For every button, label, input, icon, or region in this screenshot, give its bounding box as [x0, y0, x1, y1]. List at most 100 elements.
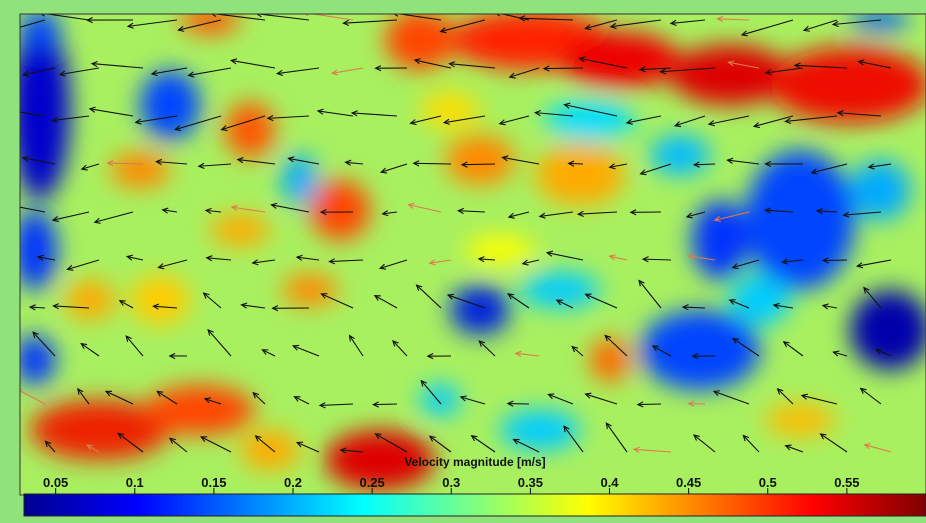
velocity-arrow [578, 56, 628, 69]
velocity-arrow [692, 161, 716, 168]
velocity-arrow [542, 65, 584, 72]
velocity-arrow [168, 437, 188, 453]
colorbar-tick-label: 0.4 [600, 475, 619, 490]
velocity-arrow [716, 15, 750, 23]
heatmap-region [590, 338, 630, 382]
velocity-arrow [752, 115, 794, 129]
velocity-arrow [254, 435, 276, 453]
heatmap-region [500, 410, 580, 450]
velocity-arrow [318, 402, 354, 409]
velocity-arrow [563, 102, 618, 117]
velocity-arrow [161, 207, 178, 214]
heatmap-region [545, 100, 635, 140]
velocity-arrow [240, 302, 266, 309]
velocity-arrow [608, 254, 628, 261]
velocity-arrow [207, 328, 232, 357]
velocity-arrow [93, 211, 134, 224]
heatmap-region [445, 135, 515, 185]
heatmap-region [770, 47, 926, 123]
colorbar-gradient [23, 493, 926, 517]
velocity-arrow [155, 158, 188, 166]
velocity-arrow [86, 444, 100, 453]
velocity-arrow [571, 345, 584, 357]
velocity-arrow [836, 110, 882, 117]
heatmap-region [140, 70, 200, 140]
velocity-arrow [20, 206, 46, 213]
colorbar-tick-label: 0.55 [834, 475, 859, 490]
colorbar-tick-label: 0.5 [759, 475, 777, 490]
velocity-arrow [692, 434, 716, 453]
colorbar-tick-label: 0.45 [676, 475, 701, 490]
velocity-arrow [20, 19, 46, 28]
velocity-arrow [118, 300, 134, 309]
velocity-arrow [470, 435, 496, 453]
heatmap-region [282, 154, 318, 206]
velocity-arrow [126, 19, 178, 29]
velocity-arrow [713, 211, 750, 223]
velocity-arrow [415, 284, 442, 309]
heatmap-region [30, 400, 170, 460]
velocity-arrow [413, 58, 452, 69]
velocity-arrow [669, 19, 706, 26]
velocity-arrow [156, 390, 178, 405]
velocity-arrow [638, 279, 662, 309]
velocity-arrow [275, 67, 320, 76]
heatmap-region [650, 135, 710, 175]
velocity-arrow [632, 446, 672, 453]
heatmap-region [670, 45, 790, 105]
velocity-arrow [459, 395, 486, 405]
colorbar-tick-label: 0.2 [284, 475, 302, 490]
colorbar-tick-label: 0.3 [442, 475, 460, 490]
velocity-arrow [547, 393, 574, 405]
heatmap-region [850, 14, 910, 30]
velocity-arrow [90, 60, 144, 69]
velocity-arrow [270, 202, 310, 213]
velocity-arrow [460, 161, 496, 168]
velocity-arrow [545, 250, 584, 261]
velocity-arrow [780, 258, 804, 265]
heatmap-region [210, 214, 270, 246]
velocity-arrow [412, 160, 452, 167]
velocity-arrow [740, 19, 794, 37]
velocity-arrow [66, 259, 100, 271]
velocity-arrow [229, 58, 276, 69]
velocity-arrow [605, 422, 628, 453]
velocity-arrow [498, 115, 530, 126]
velocity-arrow [150, 67, 188, 77]
velocity-arrow [821, 257, 848, 264]
velocity-arrow [342, 19, 398, 26]
heatmap-region [520, 272, 600, 308]
velocity-arrow [291, 344, 320, 357]
velocity-arrow [855, 259, 892, 269]
heatmap-region [850, 290, 926, 370]
velocity-arrow [687, 400, 706, 407]
velocity-arrow [821, 303, 838, 310]
velocity-arrow [125, 335, 144, 357]
heatmap-region [465, 235, 535, 265]
velocity-arrow [378, 259, 408, 270]
velocity-arrow [77, 387, 90, 405]
velocity-arrow [344, 159, 364, 166]
velocity-arrow [252, 391, 266, 405]
velocity-arrow [842, 211, 882, 218]
velocity-arrow [456, 207, 486, 215]
velocity-arrow [477, 256, 496, 263]
colorbar-tick-label: 0.1 [126, 475, 144, 490]
velocity-vectors [20, 14, 892, 454]
velocity-arrow [819, 433, 848, 453]
velocity-arrow [173, 115, 222, 132]
colorbar-tick-label: 0.15 [201, 475, 226, 490]
heatmap-region [145, 385, 255, 435]
velocity-arrow [230, 204, 266, 213]
velocity-arrow [350, 110, 398, 117]
velocity-arrow [538, 211, 574, 219]
velocity-arrow [802, 19, 838, 32]
velocity-arrow [608, 163, 628, 170]
velocity-arrow [567, 160, 584, 167]
velocity-arrow [772, 302, 794, 309]
velocity-arrow [255, 14, 310, 21]
velocity-arrow [518, 15, 574, 22]
velocity-arrow [863, 443, 892, 453]
velocity-arrow [88, 106, 134, 117]
heatmap-region [65, 280, 115, 320]
